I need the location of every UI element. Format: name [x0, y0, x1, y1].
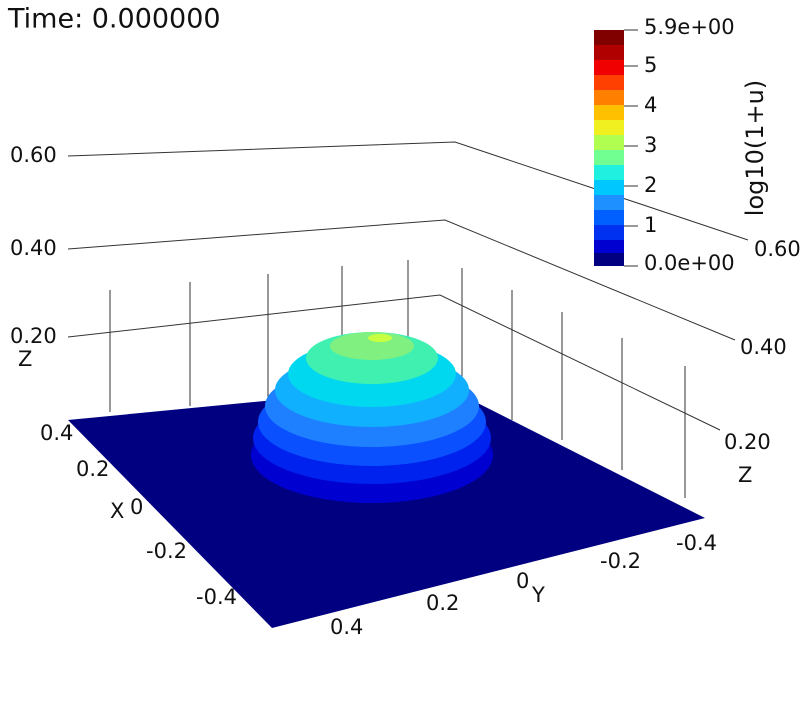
z-axis-title: Z [18, 347, 32, 371]
z-tick-label: 0.40 [10, 236, 57, 260]
y-tick-label: -0.2 [600, 549, 641, 573]
x-tick-label: 0 [130, 495, 143, 519]
colorbar-label: 5 [644, 53, 657, 77]
x-tick-label: 0.2 [76, 457, 109, 481]
y-tick-label: 0.2 [426, 591, 459, 615]
colorbar-title: log10(1+u) [741, 80, 769, 216]
x-axis-title: X [110, 499, 124, 523]
y-tick-label: -0.4 [676, 531, 717, 555]
grid [67, 141, 749, 498]
colorbar-label: 2 [644, 173, 657, 197]
colorbar [594, 29, 638, 267]
colorbar-label: 5.9e+00 [644, 15, 735, 39]
time-label: Time: 0.000000 [7, 4, 221, 35]
x-tick-label: -0.2 [146, 539, 187, 563]
z-tick-label: 0.60 [10, 143, 57, 167]
y-tick-label: 0.4 [330, 615, 363, 639]
z-tick-label: 0.40 [740, 335, 787, 359]
z-axis-title: Z [738, 463, 752, 487]
z-tick-label: 0.60 [754, 237, 800, 261]
x-tick-label: 0.4 [40, 421, 73, 445]
dome [251, 332, 493, 503]
colorbar-label: 0.0e+00 [644, 251, 735, 275]
x-tick-label: -0.4 [196, 585, 237, 609]
colorbar-label: 3 [644, 133, 657, 157]
z-tick-label: 0.20 [724, 430, 771, 454]
y-tick-label: 0 [516, 569, 529, 593]
colorbar-label: 4 [644, 93, 657, 117]
colorbar-label: 1 [644, 213, 657, 237]
y-axis-title: Y [531, 583, 545, 607]
z-tick-label: 0.20 [10, 324, 57, 348]
floor-surface [68, 384, 705, 628]
